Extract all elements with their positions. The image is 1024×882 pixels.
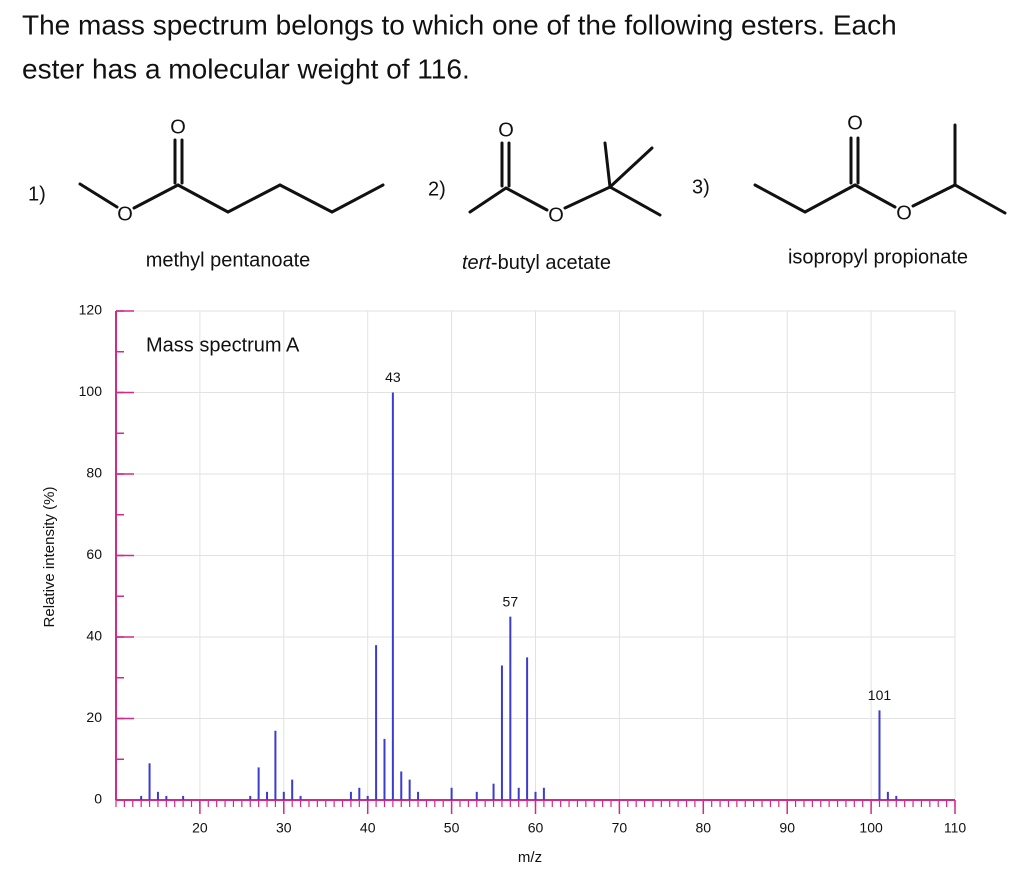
y-axis-label: Relative intensity (%) (41, 487, 58, 628)
option-name: isopropyl propionate (788, 246, 968, 268)
option-name-italic: tert (462, 252, 492, 274)
x-tick-label: 110 (944, 820, 967, 836)
option-name: methyl pentanoate (146, 249, 311, 271)
option-number: 3) (692, 176, 710, 198)
y-tick-label: 40 (86, 628, 102, 644)
y-tick-label: 80 (86, 465, 102, 481)
x-tick-label: 20 (192, 820, 208, 836)
y-tick-label: 20 (86, 709, 102, 725)
x-axis-label: m/z (518, 849, 542, 866)
x-tick-label: 60 (528, 820, 544, 836)
bond (608, 146, 654, 189)
atom-label: O (170, 116, 186, 138)
chart: Mass spectrum A m/z Relative intensity (… (41, 302, 966, 866)
x-tick-label: 50 (444, 820, 460, 836)
question-line: The mass spectrum belongs to which one o… (22, 9, 897, 40)
bond (78, 182, 119, 209)
bond (563, 185, 662, 217)
y-tick-label: 0 (94, 791, 102, 807)
x-tick-label: 70 (612, 820, 628, 836)
bond (468, 186, 549, 214)
bond (911, 183, 1007, 215)
option-number: 1) (28, 183, 46, 205)
bond (132, 183, 385, 214)
peak-label: 43 (385, 369, 401, 385)
x-tick-label: 80 (696, 820, 712, 836)
atom-label: O (498, 119, 514, 141)
x-tick-label: 100 (859, 820, 883, 836)
atom-label: O (896, 202, 912, 224)
y-tick-label: 100 (79, 383, 103, 399)
y-tick-label: 60 (86, 546, 102, 562)
bond (603, 141, 612, 189)
atom-label: O (117, 203, 133, 225)
peak-label: 101 (868, 687, 892, 703)
atom-label: O (548, 204, 564, 226)
option-name: tert-butyl acetate (462, 252, 611, 274)
x-tick-label: 90 (779, 820, 795, 836)
y-tick-label: 120 (79, 302, 103, 318)
chart-title: Mass spectrum A (146, 334, 300, 356)
bond (753, 183, 897, 214)
atom-label: O (847, 112, 863, 134)
option-number: 2) (428, 178, 446, 200)
peak-label: 57 (503, 593, 519, 609)
question-line: ester has a molecular weight of 116. (22, 53, 470, 84)
option-name-rest: -butyl acetate (491, 252, 611, 274)
x-tick-label: 40 (360, 820, 376, 836)
x-tick-label: 30 (276, 820, 292, 836)
